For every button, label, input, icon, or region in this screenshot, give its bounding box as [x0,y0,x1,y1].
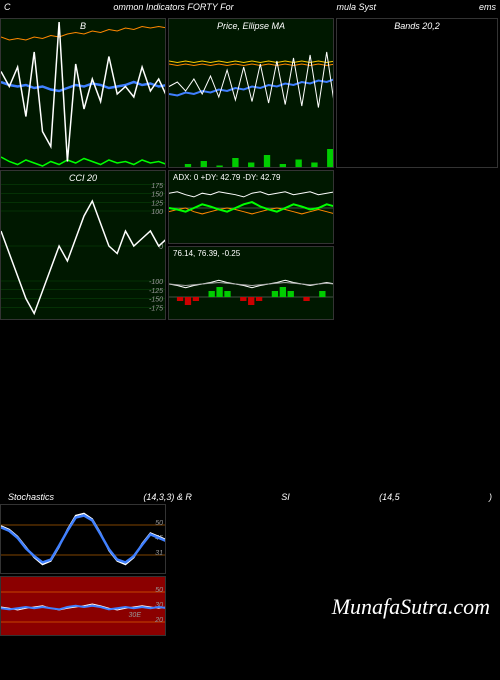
panel-b: B [0,18,166,168]
panel-b-chart [1,19,166,168]
chart-row-2: CCI 20 1751501251000-100-125-150-175 ADX… [0,170,500,320]
svg-text:-150: -150 [149,297,163,304]
panel-b-title: B [80,21,86,31]
panel-macd-label: 76.14, 76.39, -0.25 [173,249,240,258]
svg-text:50: 50 [155,587,163,594]
header-center2: mula Syst [337,2,377,16]
panel-price: Price, Ellipse MA [168,18,334,168]
stoch-params: (14,3,3) & R [143,492,192,502]
header-center: ommon Indicators FORTY For [113,2,233,16]
panel-bands: Bands 20,2 [336,18,498,168]
panel-rsi-chart: 50302030E [1,577,166,636]
svg-text:20: 20 [154,617,163,624]
svg-text:125: 125 [151,200,163,207]
svg-text:31: 31 [155,550,163,557]
si-title: SI [281,492,290,502]
svg-text:50: 50 [155,520,163,527]
panel-price-title: Price, Ellipse MA [217,21,285,31]
chart-row-1: B Price, Ellipse MA Bands 20,2 [0,18,500,168]
si-close: ) [489,492,492,502]
panel-cci: CCI 20 1751501251000-100-125-150-175 [0,170,166,320]
header-right: ems [479,2,496,16]
panel-price-chart [169,19,334,168]
panel-stoch-chart: 504531 [1,505,166,574]
page-header: C ommon Indicators FORTY For mula Syst e… [0,0,500,18]
panel-adx-label: ADX: 0 +DY: 42.79 -DY: 42.79 [173,173,280,182]
svg-text:-100: -100 [149,279,163,286]
panel-cci-chart: 1751501251000-100-125-150-175 [1,171,166,320]
svg-text:100: 100 [151,209,163,216]
spacer [0,322,500,492]
si-params: (14,5 [379,492,400,502]
panel-macd: 76.14, 76.39, -0.25 [168,246,334,320]
panel-adx-title: ADX & MACD 12,26,9 [207,170,296,171]
panel-adx: ADX & MACD 12,26,9 ADX: 0 +DY: 42.79 -DY… [168,170,334,244]
watermark: MunafaSutra.com [332,594,490,620]
panel-bands-title: Bands 20,2 [394,21,440,31]
svg-text:30E: 30E [129,612,142,619]
header-left: C [4,2,11,16]
panel-stoch: 504531 [0,504,166,574]
panel-cci-title: CCI 20 [69,173,97,183]
svg-text:-125: -125 [149,288,163,295]
svg-text:175: 175 [151,183,163,190]
svg-text:-175: -175 [149,305,163,312]
row3-titles: Stochastics (14,3,3) & R SI (14,5 ) [0,492,500,502]
panel-rsi: 50302030E [0,576,166,636]
stoch-title: Stochastics [8,492,54,502]
svg-text:150: 150 [151,192,163,199]
chart-row-3: 504531 [0,504,500,574]
panel-adx-macd-stack: ADX & MACD 12,26,9 ADX: 0 +DY: 42.79 -DY… [168,170,334,320]
